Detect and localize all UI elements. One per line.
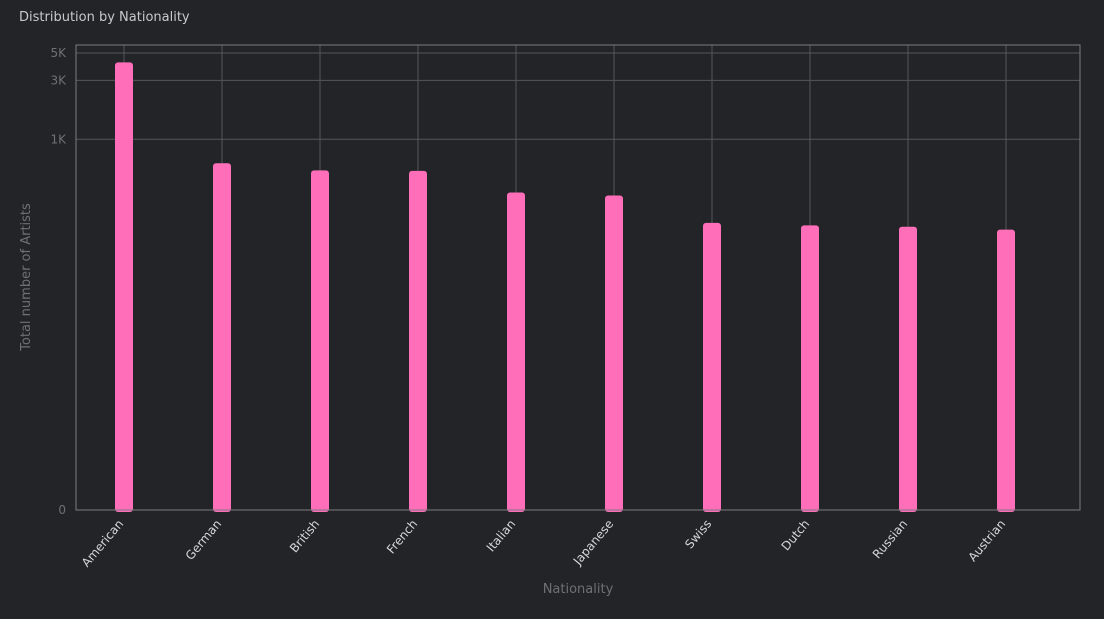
x-tick-label: German (183, 517, 225, 563)
bar-austrian[interactable] (997, 229, 1015, 512)
y-tick-label: 3K (50, 73, 67, 87)
bar-german[interactable] (213, 163, 231, 512)
bar-dutch[interactable] (801, 225, 819, 513)
x-tick-label: Dutch (779, 517, 813, 553)
bar-french[interactable] (409, 170, 427, 513)
bar-swiss[interactable] (703, 222, 721, 512)
x-tick-label: Austrian (965, 517, 1008, 564)
x-tick-label: Italian (484, 517, 519, 555)
x-axis-title: Nationality (543, 582, 614, 597)
x-tick-label: Japanese (570, 517, 616, 569)
x-axis-ticks: American German British French Italian Japane… (79, 517, 1008, 570)
x-tick-label: American (79, 517, 126, 570)
bar-american[interactable] (115, 62, 133, 512)
bars (115, 62, 1015, 513)
y-tick-label: 0 (58, 503, 66, 517)
bar-japanese[interactable] (605, 195, 623, 512)
x-tick-label: French (384, 517, 420, 557)
y-axis-ticks: 5K 3K 1K 0 (50, 46, 67, 517)
y-axis-title: Total number of Artists (19, 203, 34, 352)
bar-british[interactable] (311, 170, 329, 512)
x-tick-label: Swiss (682, 517, 714, 551)
x-tick-label: British (287, 517, 322, 555)
x-tick-label: Russian (870, 517, 910, 561)
y-tick-label: 5K (50, 46, 67, 60)
bar-russian[interactable] (899, 226, 917, 512)
bar-italian[interactable] (507, 192, 525, 513)
chart-title: Distribution by Nationality (19, 10, 190, 25)
y-tick-label: 1K (50, 132, 67, 146)
plot-frame (75, 44, 1081, 511)
